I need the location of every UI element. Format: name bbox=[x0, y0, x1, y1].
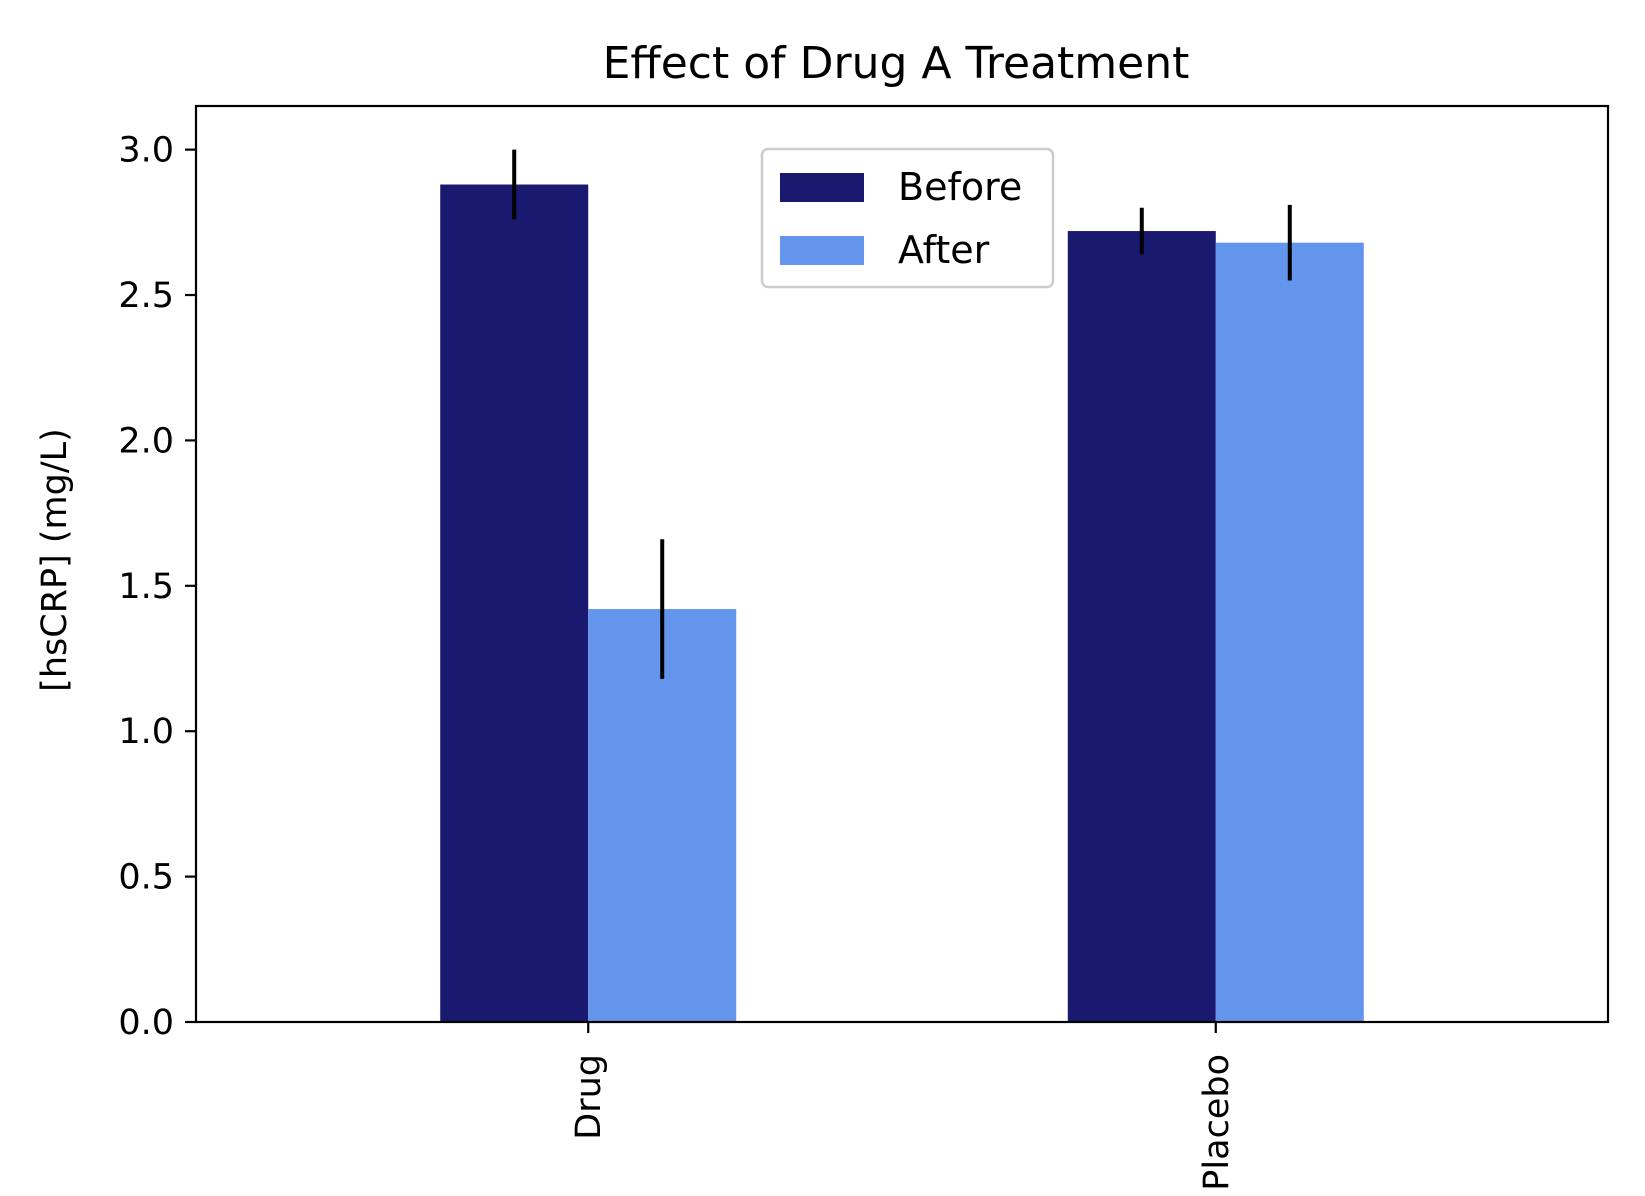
legend-label-after: After bbox=[898, 228, 990, 272]
bar-before-placebo bbox=[1067, 231, 1216, 1023]
y-tick-label: 3.0 bbox=[118, 131, 174, 171]
y-tick-label: 2.0 bbox=[118, 421, 174, 461]
y-tick-label: 2.5 bbox=[118, 276, 174, 316]
plot-area: 0.0 0.5 1.0 1.5 2.0 2.5 3.0 Drug Placebo bbox=[118, 104, 1610, 1191]
x-tick-label: Drug bbox=[569, 1054, 609, 1140]
legend-swatch-before bbox=[780, 173, 864, 202]
axes-frame bbox=[194, 104, 1610, 1024]
y-tick-label: 0.5 bbox=[118, 858, 174, 898]
chart-title: Effect of Drug A Treatment bbox=[603, 38, 1190, 89]
x-tick-label: Placebo bbox=[1197, 1054, 1237, 1191]
y-axis-label: [hsCRP] (mg/L) bbox=[35, 428, 75, 692]
bar-after-placebo bbox=[1215, 242, 1364, 1022]
y-tick-label: 1.0 bbox=[118, 712, 174, 752]
legend: Before After bbox=[760, 147, 1055, 289]
legend-label-before: Before bbox=[898, 165, 1022, 209]
y-tick-label: 1.5 bbox=[118, 567, 174, 607]
legend-swatch-after bbox=[780, 236, 864, 265]
y-tick-label: 0.0 bbox=[118, 1003, 174, 1043]
bar-before-drug bbox=[440, 184, 589, 1022]
